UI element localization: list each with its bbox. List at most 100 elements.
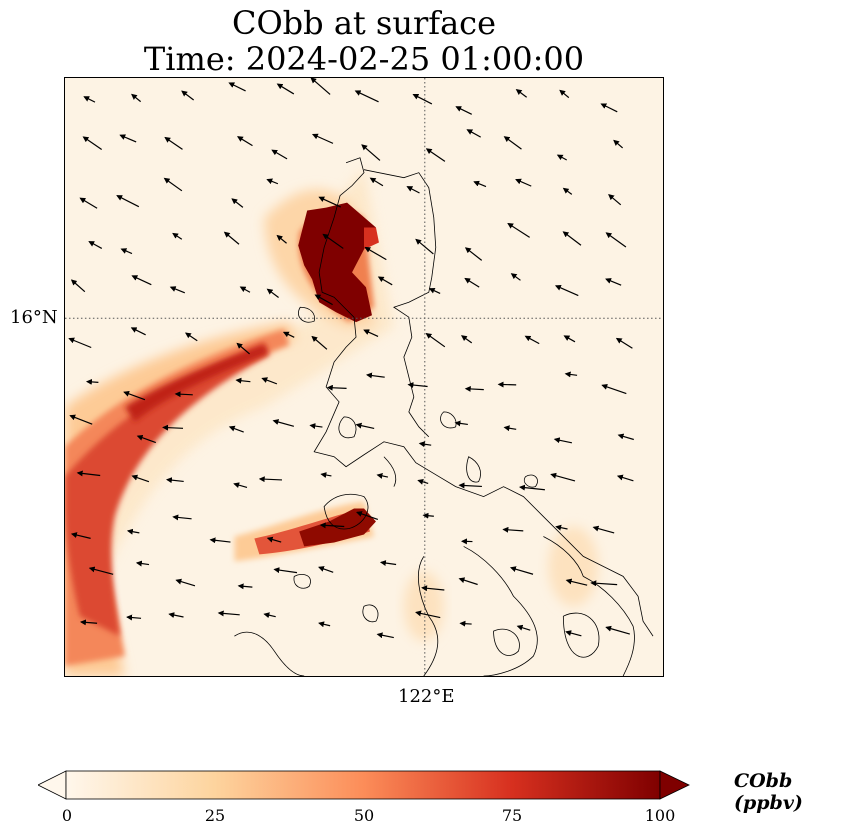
wind-arrow — [181, 90, 195, 101]
wind-arrow — [563, 335, 576, 343]
wind-arrow — [310, 78, 331, 95]
wind-arrow — [355, 422, 375, 430]
wind-arrow — [131, 93, 142, 103]
wind-arrow — [455, 106, 473, 115]
wind-arrow — [466, 129, 481, 138]
wind-arrow — [617, 433, 634, 441]
wind-arrow — [76, 470, 101, 477]
wind-arrow — [565, 578, 588, 586]
wind-arrow — [135, 560, 150, 567]
wind-arrow — [82, 136, 103, 150]
wind-arrow — [361, 144, 381, 161]
wind-arrow — [515, 89, 528, 98]
wind-arrow — [266, 178, 279, 185]
colorbar-extend-min — [38, 770, 67, 800]
wind-arrow — [510, 273, 521, 281]
wind-arrow — [273, 567, 298, 574]
wind-arrow — [379, 560, 397, 567]
wind-arrow — [131, 474, 150, 483]
wind-arrow — [616, 474, 634, 482]
wind-arrow — [376, 472, 389, 479]
wind-arrow — [355, 511, 379, 520]
wind-arrow — [556, 154, 568, 161]
cobb-concentration-field — [65, 167, 599, 676]
wind-arrow — [172, 514, 192, 521]
wind-arrow — [237, 136, 253, 147]
wind-arrow — [458, 577, 478, 586]
wind-arrow — [590, 580, 618, 587]
wind-arrow — [377, 276, 393, 286]
wind-arrow — [311, 133, 334, 144]
wind-arrow — [69, 414, 93, 425]
wind-arrow — [169, 286, 186, 294]
wind-arrow — [518, 484, 545, 491]
wind-arrow — [318, 196, 342, 208]
map-panel — [64, 77, 664, 677]
wind-arrow — [88, 566, 114, 575]
wind-arrow — [116, 195, 140, 208]
wind-arrow — [70, 279, 86, 293]
wind-arrow — [217, 610, 240, 617]
wind-arrow — [271, 149, 288, 160]
wind-arrow — [223, 231, 240, 245]
wind-arrow — [503, 425, 517, 432]
map-subtitle-time: Time: 2024-02-25 01:00:00 — [143, 40, 585, 78]
wind-arrow — [70, 532, 91, 539]
wind-arrow — [322, 233, 344, 249]
wind-arrow — [326, 384, 347, 391]
lat-tick-label: 16°N — [10, 307, 58, 328]
wind-arrow — [363, 329, 379, 337]
wind-arrow — [608, 194, 622, 206]
wind-arrow — [422, 512, 434, 519]
wind-arrow — [282, 331, 295, 338]
wind-arrow — [418, 441, 432, 448]
wind-arrow — [168, 612, 184, 618]
colorbar-tick-0: 0 — [61, 806, 73, 825]
wind-arrow — [412, 94, 433, 105]
colorbar-tick-75: 75 — [501, 806, 523, 825]
wind-arrow — [123, 390, 146, 401]
wind-arrow — [261, 377, 278, 385]
wind-arrow — [464, 385, 484, 392]
wind-arrow — [314, 294, 333, 306]
wind-arrow — [228, 425, 244, 433]
wind-arrow — [406, 186, 420, 194]
wind-arrow — [318, 621, 331, 628]
wind-arrow — [454, 420, 468, 427]
wind-arrow — [605, 278, 622, 286]
wind-arrow — [565, 630, 582, 637]
wind-arrow — [185, 332, 198, 342]
wind-arrow — [600, 103, 618, 113]
wind-arrow — [231, 198, 244, 208]
wind-arrow — [605, 232, 627, 248]
wind-arrow — [369, 177, 384, 187]
wind-arrow — [320, 472, 332, 478]
wind-arrow — [555, 524, 568, 531]
wind-arrow — [162, 424, 184, 431]
wind-arrow — [318, 566, 334, 573]
wind-arrow — [79, 197, 98, 209]
wind-arrow — [601, 384, 627, 395]
wind-arrow — [376, 632, 394, 639]
wind-arrow — [266, 288, 279, 298]
wind-arrow — [237, 583, 253, 590]
wind-arrow — [209, 537, 231, 544]
wind-arrow — [235, 377, 251, 384]
wind-arrow — [366, 372, 385, 379]
wind-arrow — [559, 89, 570, 99]
wind-arrow — [263, 612, 276, 619]
wind-arrow — [276, 83, 295, 95]
wind-arrow — [88, 241, 103, 249]
wind-arrow — [421, 585, 445, 592]
wind-arrow — [553, 437, 573, 444]
wind-arrow — [516, 624, 531, 631]
wind-arrow — [415, 610, 441, 619]
wind-arrow — [562, 187, 573, 195]
wind-arrow — [615, 337, 633, 349]
wind-arrow — [172, 232, 183, 240]
wind-arrow — [592, 525, 615, 534]
wind-arrow — [502, 526, 524, 533]
wind-arrow — [459, 620, 472, 627]
wind-arrow — [417, 478, 429, 485]
wind-arrow — [425, 148, 446, 162]
